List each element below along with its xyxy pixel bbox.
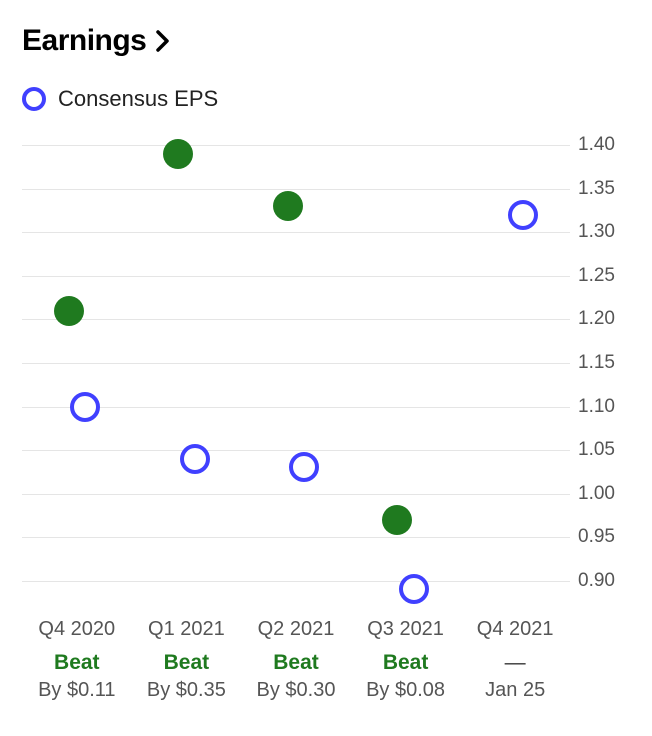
- actual-eps-marker: [273, 191, 303, 221]
- y-tick-label: 0.90: [578, 570, 615, 592]
- earnings-result: Beat: [351, 651, 461, 675]
- x-tick-label: Q3 2021: [351, 618, 461, 641]
- gridline: [22, 276, 570, 277]
- actual-eps-marker: [382, 505, 412, 535]
- actual-eps-marker: [163, 139, 193, 169]
- gridline: [22, 363, 570, 364]
- page-title: Earnings: [22, 24, 146, 58]
- x-axis-column: Q1 2021 Beat By $0.35: [132, 618, 242, 702]
- y-tick-label: 1.40: [578, 134, 615, 156]
- y-tick-label: 1.25: [578, 265, 615, 287]
- consensus-eps-marker: [508, 200, 538, 230]
- x-tick-label: Q4 2020: [22, 618, 132, 641]
- legend-label: Consensus EPS: [58, 86, 218, 112]
- earnings-header[interactable]: Earnings: [22, 24, 630, 58]
- earnings-result-sub: By $0.11: [22, 679, 132, 702]
- gridline: [22, 494, 570, 495]
- consensus-eps-marker: [289, 452, 319, 482]
- gridline: [22, 189, 570, 190]
- consensus-eps-marker: [70, 392, 100, 422]
- earnings-result: Beat: [241, 651, 351, 675]
- earnings-result: Beat: [132, 651, 242, 675]
- earnings-result: Beat: [22, 651, 132, 675]
- y-tick-label: 1.30: [578, 221, 615, 243]
- x-tick-label: Q4 2021: [460, 618, 570, 641]
- legend: Consensus EPS: [22, 86, 630, 112]
- y-tick-label: 0.95: [578, 526, 615, 548]
- gridline: [22, 232, 570, 233]
- y-tick-label: 1.00: [578, 483, 615, 505]
- y-tick-label: 1.10: [578, 396, 615, 418]
- earnings-result-sub: Jan 25: [460, 679, 570, 702]
- earnings-chart: 0.90 0.95 1.00 1.05 1.10 1.15 1.20 1.25 1.30 1.35…: [22, 128, 630, 598]
- gridline: [22, 537, 570, 538]
- chart-y-axis: 0.90 0.95 1.00 1.05 1.10 1.15 1.20 1.25 1.30 1.35…: [578, 128, 630, 598]
- x-axis-column: Q4 2021 — Jan 25: [460, 618, 570, 702]
- y-tick-label: 1.15: [578, 352, 615, 374]
- chart-plot-area: [22, 128, 570, 598]
- consensus-eps-marker: [399, 574, 429, 604]
- x-axis-column: Q3 2021 Beat By $0.08: [351, 618, 461, 702]
- x-tick-label: Q2 2021: [241, 618, 351, 641]
- x-axis-column: Q2 2021 Beat By $0.30: [241, 618, 351, 702]
- gridline: [22, 319, 570, 320]
- earnings-result: —: [460, 651, 570, 675]
- consensus-eps-marker: [180, 444, 210, 474]
- y-tick-label: 1.35: [578, 178, 615, 200]
- x-tick-label: Q1 2021: [132, 618, 242, 641]
- consensus-marker-icon: [22, 87, 46, 111]
- earnings-result-sub: By $0.35: [132, 679, 242, 702]
- y-tick-label: 1.05: [578, 439, 615, 461]
- earnings-result-sub: By $0.30: [241, 679, 351, 702]
- actual-eps-marker: [54, 296, 84, 326]
- gridline: [22, 145, 570, 146]
- chart-x-axis: Q4 2020BeatBy $0.11Q1 2021BeatBy $0.35Q2…: [22, 618, 570, 702]
- gridline: [22, 450, 570, 451]
- gridline: [22, 407, 570, 408]
- y-tick-label: 1.20: [578, 308, 615, 330]
- x-axis-column: Q4 2020 Beat By $0.11: [22, 618, 132, 702]
- chevron-right-icon: [156, 30, 170, 52]
- earnings-result-sub: By $0.08: [351, 679, 461, 702]
- gridline: [22, 581, 570, 582]
